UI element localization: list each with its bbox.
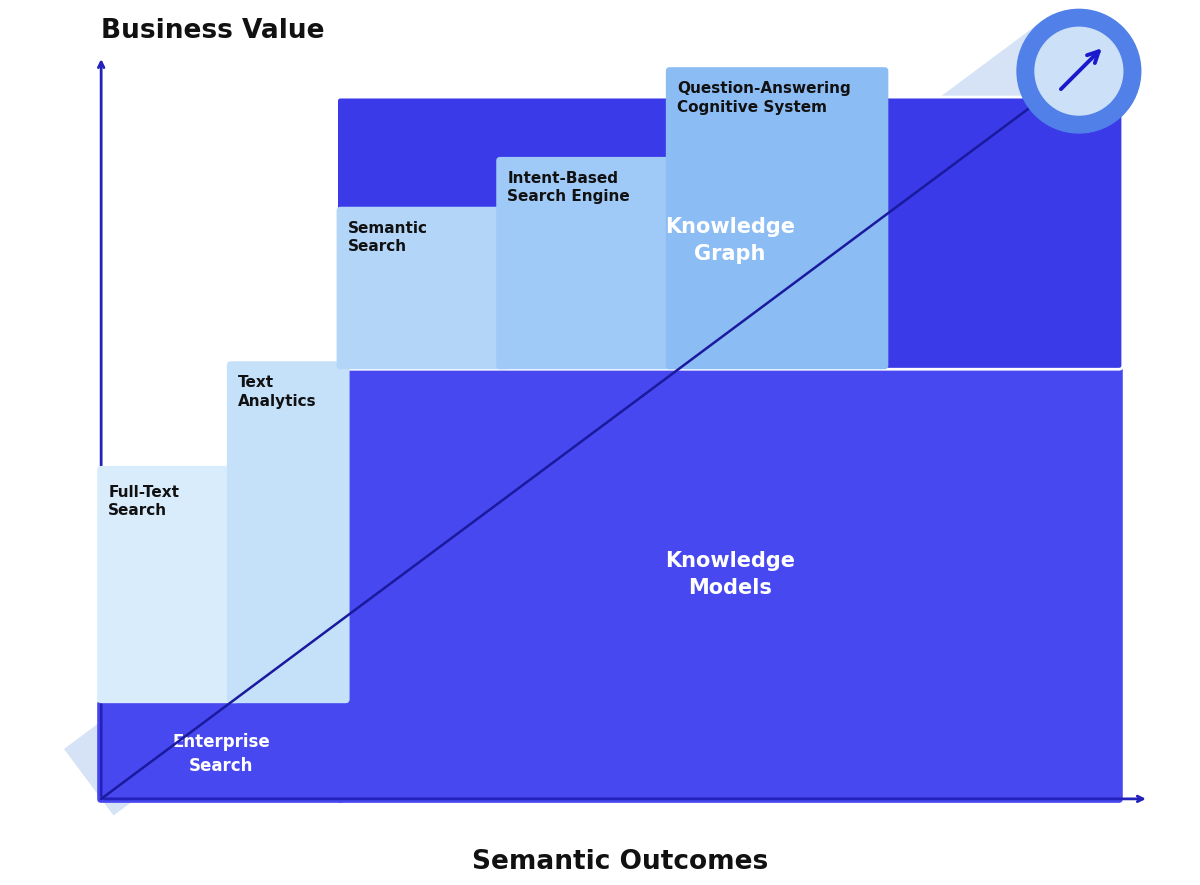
- FancyBboxPatch shape: [497, 157, 679, 369]
- Text: Enterprise
Search: Enterprise Search: [172, 733, 270, 775]
- FancyBboxPatch shape: [337, 366, 1123, 803]
- Text: Semantic
Search: Semantic Search: [348, 220, 427, 254]
- Text: Knowledge
Models: Knowledge Models: [665, 551, 794, 597]
- Text: Full-Text
Search: Full-Text Search: [108, 485, 179, 519]
- Text: Intent-Based
Search Engine: Intent-Based Search Engine: [508, 171, 630, 204]
- FancyBboxPatch shape: [97, 466, 240, 704]
- FancyBboxPatch shape: [227, 361, 349, 704]
- Text: Business Value: Business Value: [101, 19, 325, 44]
- Circle shape: [1034, 27, 1123, 115]
- Polygon shape: [64, 21, 1091, 815]
- Text: Question-Answering
Cognitive System: Question-Answering Cognitive System: [677, 81, 851, 115]
- FancyBboxPatch shape: [666, 67, 888, 369]
- Circle shape: [1018, 10, 1141, 133]
- Text: Semantic Outcomes: Semantic Outcomes: [472, 849, 768, 874]
- FancyBboxPatch shape: [97, 700, 344, 803]
- Text: Text
Analytics: Text Analytics: [238, 375, 317, 409]
- FancyBboxPatch shape: [337, 207, 509, 369]
- Text: Knowledge
Graph: Knowledge Graph: [665, 218, 794, 264]
- FancyBboxPatch shape: [337, 97, 1123, 369]
